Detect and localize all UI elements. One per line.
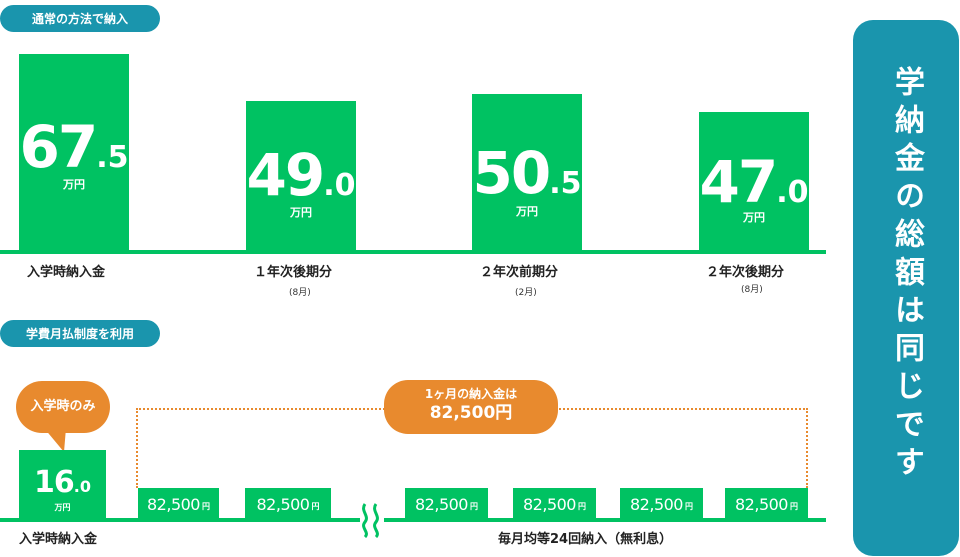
axis-break-icon: [362, 503, 379, 538]
monthly-unit: 円: [684, 502, 693, 511]
bar-unit: 万円: [516, 205, 538, 218]
label-1st-year-late: １年次後期分: [254, 265, 333, 280]
baseline-monthly-left: [0, 518, 360, 522]
monthly-value: 82,500: [256, 495, 310, 514]
bar-value-dec: .0: [73, 477, 91, 496]
monthly-payment-box: 82,500 円: [138, 488, 219, 521]
bar-unit: 万円: [54, 503, 71, 512]
sub-2nd-year-late: (8月): [741, 285, 763, 295]
monthly-unit: 円: [201, 502, 210, 511]
sub-2nd-year-early: (2月): [515, 288, 537, 298]
bar-value-dec: .5: [549, 166, 582, 201]
monthly-unit: 円: [577, 502, 586, 511]
label-monthly-installments: 毎月均等24回納入（無利息）: [498, 532, 673, 547]
callout-line2: 82,500円: [429, 403, 513, 423]
section-label-standard: 通常の方法で納入: [0, 5, 160, 32]
monthly-value: 82,500: [630, 495, 683, 514]
bar-value-dec: .5: [96, 140, 129, 175]
bar-value-dec: .0: [776, 175, 809, 210]
bar-unit: 万円: [63, 178, 85, 191]
bar-entrance-fee: 67.5 万円: [19, 54, 129, 251]
bar-unit: 万円: [743, 211, 765, 224]
baseline-monthly-right: [384, 518, 826, 522]
side-banner-text: 学納金の総額は同じです: [889, 66, 924, 484]
bar-1st-year-late: 49.0 万円: [246, 101, 356, 251]
bar-value-int: 47: [699, 148, 779, 216]
monthly-value: 82,500: [523, 495, 576, 514]
callout-monthly-amount: 1ヶ月の納入金は 82,500円: [384, 380, 558, 434]
monthly-unit: 円: [469, 502, 478, 511]
label-entrance-monthly-plan: 入学時納入金: [19, 532, 98, 547]
monthly-value: 82,500: [147, 495, 200, 514]
bar-value-int: 67: [19, 113, 99, 181]
monthly-unit: 円: [311, 502, 320, 511]
label-2nd-year-late: ２年次後期分: [706, 265, 785, 280]
monthly-unit: 円: [789, 502, 798, 511]
sub-1st-year-late: (8月): [289, 288, 311, 298]
monthly-value: 82,500: [735, 495, 788, 514]
side-banner: 学納金の総額は同じです: [853, 20, 959, 556]
bar-entrance-monthly-plan: 16.0 万円: [19, 450, 106, 518]
callout-line1: 1ヶ月の納入金は: [424, 387, 518, 401]
label-entrance-fee: 入学時納入金: [27, 265, 106, 280]
bar-2nd-year-late: 47.0 万円: [699, 112, 809, 251]
baseline-standard: [0, 250, 826, 254]
bar-value-dec: .0: [323, 168, 356, 203]
monthly-payment-box: 82,500 円: [513, 488, 596, 521]
monthly-payment-box: 82,500 円: [245, 488, 331, 521]
bubble-text: 入学時のみ: [16, 381, 110, 433]
section-label-monthly: 学費月払制度を利用: [0, 320, 160, 347]
monthly-value: 82,500: [415, 495, 468, 514]
label-2nd-year-early: ２年次前期分: [480, 265, 559, 280]
bar-value-int: 50: [472, 139, 552, 207]
bar-unit: 万円: [290, 206, 312, 219]
bar-value-int: 16: [34, 465, 75, 500]
monthly-payment-box: 82,500 円: [725, 488, 808, 521]
bar-2nd-year-early: 50.5 万円: [472, 94, 582, 251]
monthly-payment-box: 82,500 円: [405, 488, 488, 521]
monthly-payment-box: 82,500 円: [620, 488, 703, 521]
bar-value-int: 49: [246, 141, 326, 209]
bubble-tail: [44, 428, 66, 452]
